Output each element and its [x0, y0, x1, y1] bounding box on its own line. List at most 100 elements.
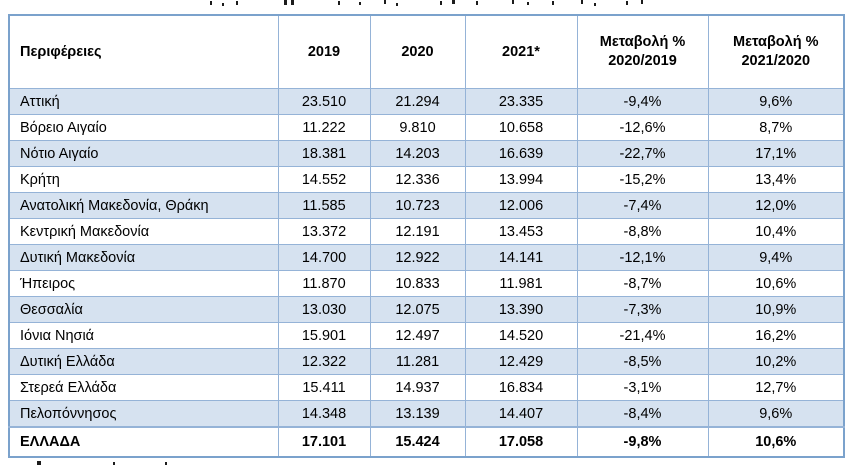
value-cell: 10.833 — [369, 270, 466, 297]
value-cell: 11.281 — [369, 348, 466, 375]
value-cell: -8,4% — [576, 400, 709, 428]
value-cell: -12,6% — [576, 114, 709, 141]
value-cell: 11.585 — [277, 192, 371, 219]
value-cell: 23.510 — [277, 88, 371, 115]
value-cell: 13.372 — [277, 218, 371, 245]
value-cell: -7,3% — [576, 296, 709, 323]
value-cell: 12.075 — [369, 296, 466, 323]
table-row: Θεσσαλία 13.030 12.075 13.390 -7,3% 10,9% — [8, 296, 845, 323]
value-cell: 14.407 — [464, 400, 578, 428]
value-cell: 9,4% — [707, 244, 845, 271]
header-change-2021-2020: Μεταβολή % 2021/2020 — [707, 14, 845, 89]
region-cell: Ανατολική Μακεδονία, Θράκη — [8, 192, 279, 219]
value-cell: 11.870 — [277, 270, 371, 297]
total-value-cell: 15.424 — [369, 426, 466, 458]
value-cell: -12,1% — [576, 244, 709, 271]
header-2019: 2019 — [277, 14, 371, 89]
value-cell: -8,5% — [576, 348, 709, 375]
value-cell: 13.139 — [369, 400, 466, 428]
value-cell: 12,0% — [707, 192, 845, 219]
value-cell: 23.335 — [464, 88, 578, 115]
region-cell: Θεσσαλία — [8, 296, 279, 323]
header-row: Περιφέρειες 2019 2020 2021* Μεταβολή % 2… — [8, 14, 845, 89]
table-row: Δυτική Μακεδονία 14.700 12.922 14.141 -12,1%… — [8, 244, 845, 271]
value-cell: 14.520 — [464, 322, 578, 349]
header-change-2020-2019: Μεταβολή % 2020/2019 — [576, 14, 709, 89]
value-cell: 12.497 — [369, 322, 466, 349]
table-row: Κεντρική Μακεδονία 13.372 12.191 13.453 -8,8… — [8, 218, 845, 245]
value-cell: 15.411 — [277, 374, 371, 401]
value-cell: 10,2% — [707, 348, 845, 375]
table-row: Στερεά Ελλάδα 15.411 14.937 16.834 -3,1% 12,7… — [8, 374, 845, 401]
value-cell: 12.429 — [464, 348, 578, 375]
value-cell: 13.030 — [277, 296, 371, 323]
value-cell: 17,1% — [707, 140, 845, 167]
value-cell: 10,6% — [707, 270, 845, 297]
total-row: ΕΛΛΑΔΑ 17.101 15.424 17.058 -9,8% 10,6% — [8, 426, 845, 458]
table-row: Ανατολική Μακεδονία, Θράκη 11.585 10.723 12… — [8, 192, 845, 219]
value-cell: -8,8% — [576, 218, 709, 245]
region-cell: Ιόνια Νησιά — [8, 322, 279, 349]
value-cell: 14.700 — [277, 244, 371, 271]
value-cell: 9,6% — [707, 88, 845, 115]
value-cell: 9,6% — [707, 400, 845, 428]
value-cell: 10,9% — [707, 296, 845, 323]
region-cell: Κεντρική Μακεδονία — [8, 218, 279, 245]
value-cell: 15.901 — [277, 322, 371, 349]
table-row: Πελοπόννησος 14.348 13.139 14.407 -8,4% 9,6% — [8, 400, 845, 428]
region-cell: Κρήτη — [8, 166, 279, 193]
value-cell: -7,4% — [576, 192, 709, 219]
table-row: Ιόνια Νησιά 15.901 12.497 14.520 -21,4% 16,2% — [8, 322, 845, 349]
value-cell: 12.006 — [464, 192, 578, 219]
value-cell: 9.810 — [369, 114, 466, 141]
value-cell: 11.981 — [464, 270, 578, 297]
total-value-cell: -9,8% — [576, 426, 709, 458]
value-cell: -8,7% — [576, 270, 709, 297]
value-cell: 10.658 — [464, 114, 578, 141]
header-regions: Περιφέρειες — [8, 14, 279, 89]
value-cell: -21,4% — [576, 322, 709, 349]
value-cell: 16.834 — [464, 374, 578, 401]
value-cell: 13.994 — [464, 166, 578, 193]
region-cell: Αττική — [8, 88, 279, 115]
total-value-cell: 10,6% — [707, 426, 845, 458]
value-cell: 12.191 — [369, 218, 466, 245]
value-cell: 12.322 — [277, 348, 371, 375]
region-cell: Δυτική Μακεδονία — [8, 244, 279, 271]
value-cell: 8,7% — [707, 114, 845, 141]
value-cell: 14.552 — [277, 166, 371, 193]
value-cell: 14.348 — [277, 400, 371, 428]
regions-overnight-stays-table: Περιφέρειες 2019 2020 2021* Μεταβολή % 2… — [8, 14, 845, 458]
value-cell: 14.141 — [464, 244, 578, 271]
value-cell: 10,4% — [707, 218, 845, 245]
total-value-cell: 17.101 — [277, 426, 371, 458]
value-cell: -3,1% — [576, 374, 709, 401]
region-cell: Ήπειρος — [8, 270, 279, 297]
table-row: Δυτική Ελλάδα 12.322 11.281 12.429 -8,5% 10,2… — [8, 348, 845, 375]
value-cell: 12,7% — [707, 374, 845, 401]
value-cell: 12.922 — [369, 244, 466, 271]
value-cell: 14.937 — [369, 374, 466, 401]
value-cell: 11.222 — [277, 114, 371, 141]
table-footer: ΕΛΛΑΔΑ 17.101 15.424 17.058 -9,8% 10,6% — [8, 426, 845, 458]
value-cell: 14.203 — [369, 140, 466, 167]
total-value-cell: 17.058 — [464, 426, 578, 458]
region-cell: Στερεά Ελλάδα — [8, 374, 279, 401]
header-2021: 2021* — [464, 14, 578, 89]
total-region-cell: ΕΛΛΑΔΑ — [8, 426, 279, 458]
header-2020: 2020 — [369, 14, 466, 89]
table-body: Αττική 23.510 21.294 23.335 -9,4% 9,6% Βόρειο … — [8, 88, 845, 428]
value-cell: 16.639 — [464, 140, 578, 167]
value-cell: -9,4% — [576, 88, 709, 115]
value-cell: 13,4% — [707, 166, 845, 193]
region-cell: Πελοπόννησος — [8, 400, 279, 428]
value-cell: 10.723 — [369, 192, 466, 219]
table-row: Βόρειο Αιγαίο 11.222 9.810 10.658 -12,6% 8,7% — [8, 114, 845, 141]
value-cell: 18.381 — [277, 140, 371, 167]
table-row: Νότιο Αιγαίο 18.381 14.203 16.639 -22,7% 17,1… — [8, 140, 845, 167]
region-cell: Δυτική Ελλάδα — [8, 348, 279, 375]
value-cell: 16,2% — [707, 322, 845, 349]
value-cell: 12.336 — [369, 166, 466, 193]
table-row: Κρήτη 14.552 12.336 13.994 -15,2% 13,4% — [8, 166, 845, 193]
table-header: Περιφέρειες 2019 2020 2021* Μεταβολή % 2… — [8, 14, 845, 89]
